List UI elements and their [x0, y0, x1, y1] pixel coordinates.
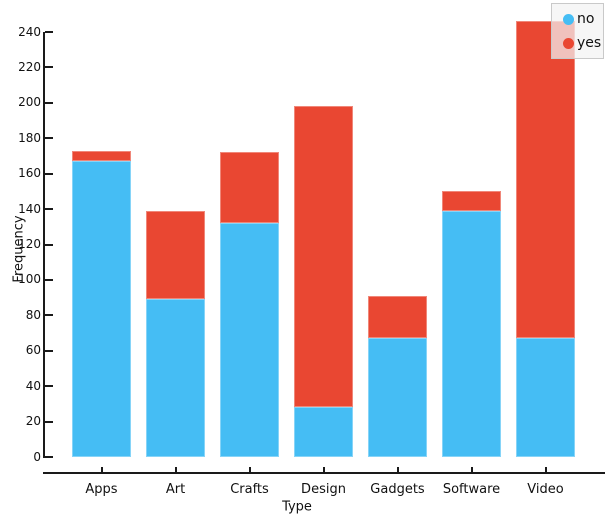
x-tick-label-software: Software [442, 482, 501, 497]
x-tick-software [470, 467, 473, 472]
y-tick-100 [45, 278, 53, 281]
y-tick-140 [45, 208, 53, 211]
bar-segment-yes-crafts[interactable] [220, 152, 279, 224]
y-tick-220 [45, 66, 53, 69]
x-axis-title: Type [282, 499, 312, 515]
y-tick-200 [45, 101, 53, 104]
x-tick-art [174, 467, 177, 472]
y-tick-label-200: 200 [18, 95, 41, 110]
y-tick-label-60: 60 [25, 343, 41, 358]
y-tick-label-140: 140 [18, 201, 41, 216]
bar-segment-no-software[interactable] [442, 210, 501, 457]
x-tick-apps [100, 467, 103, 472]
x-tick-gadgets [396, 467, 399, 472]
bar-segment-yes-design[interactable] [294, 106, 353, 408]
bar-segment-no-video[interactable] [516, 338, 575, 457]
legend: no yes [551, 3, 604, 59]
legend-item-no[interactable]: no [552, 7, 603, 31]
bar-segment-no-design[interactable] [294, 407, 353, 457]
y-tick-label-40: 40 [25, 378, 41, 393]
legend-marker-yes-icon [563, 37, 574, 49]
y-tick-label-220: 220 [18, 59, 41, 74]
y-axis-spine [43, 32, 45, 458]
x-tick-label-video: Video [527, 482, 564, 497]
y-tick-180 [45, 137, 53, 140]
y-tick-120 [45, 243, 53, 246]
y-tick-20 [45, 420, 53, 423]
y-tick-label-240: 240 [18, 24, 41, 39]
y-tick-160 [45, 172, 53, 175]
y-tick-60 [45, 349, 53, 352]
legend-label-yes: yes [577, 35, 602, 51]
x-tick-video [544, 467, 547, 472]
x-tick-label-crafts: Crafts [230, 482, 269, 497]
y-tick-label-100: 100 [18, 272, 41, 287]
x-tick-label-apps: Apps [85, 482, 118, 497]
bar-segment-yes-video[interactable] [516, 21, 575, 339]
bar-segment-yes-gadgets[interactable] [368, 295, 427, 339]
legend-label-no: no [577, 11, 595, 27]
y-tick-40 [45, 385, 53, 388]
y-tick-240 [45, 31, 53, 33]
bar-segment-yes-apps[interactable] [72, 150, 131, 162]
bar-segment-no-art[interactable] [146, 299, 205, 457]
y-tick-label-80: 80 [25, 307, 41, 322]
x-tick-label-design: Design [301, 482, 346, 497]
x-axis-spine [43, 472, 605, 474]
x-tick-crafts [248, 467, 251, 472]
legend-item-yes[interactable]: yes [552, 31, 603, 55]
y-tick-0 [45, 456, 53, 458]
legend-marker-no-icon [563, 13, 574, 25]
y-tick-label-20: 20 [25, 414, 41, 429]
y-tick-label-0: 0 [33, 449, 41, 464]
y-tick-80 [45, 314, 53, 317]
x-tick-label-gadgets: Gadgets [370, 482, 425, 497]
y-tick-label-180: 180 [18, 130, 41, 145]
bar-segment-yes-software[interactable] [442, 191, 501, 211]
x-tick-design [322, 467, 325, 472]
bar-segment-no-gadgets[interactable] [368, 338, 427, 457]
y-tick-label-160: 160 [18, 166, 41, 181]
bar-segment-no-crafts[interactable] [220, 223, 279, 457]
x-tick-label-art: Art [165, 482, 186, 497]
y-tick-label-120: 120 [18, 237, 41, 251]
bar-segment-yes-art[interactable] [146, 210, 205, 300]
bar-segment-no-apps[interactable] [72, 161, 131, 457]
